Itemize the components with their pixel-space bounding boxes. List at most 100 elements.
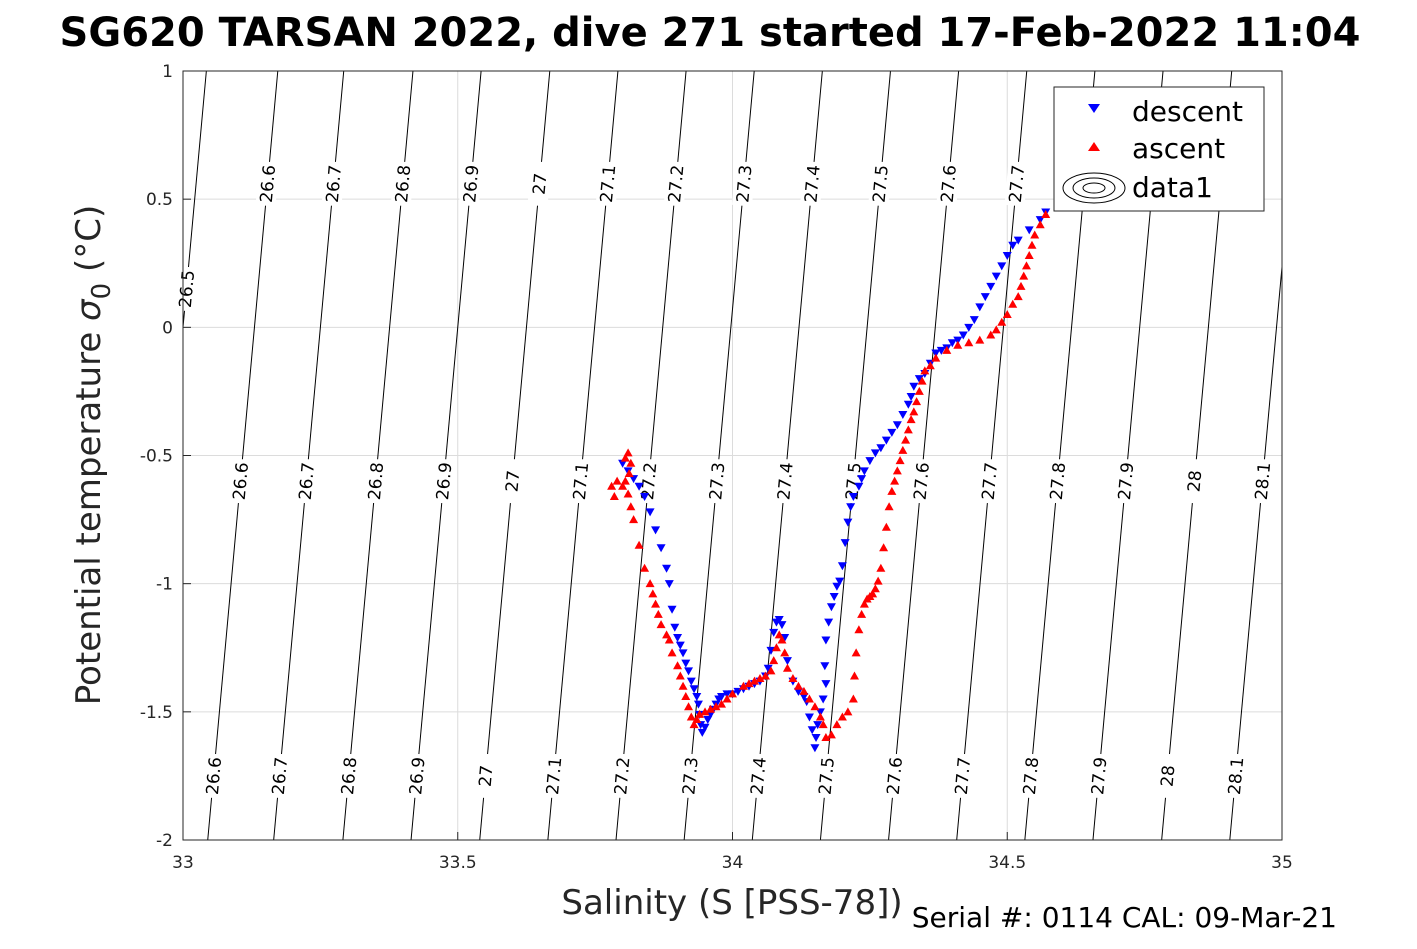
ascent-point (782, 663, 792, 672)
contour-label-text: 27.9 (1088, 756, 1111, 796)
contour-label-top: 26.9 (458, 160, 484, 207)
descent-point (837, 562, 847, 571)
contour-label-bg (390, 160, 415, 207)
chart-title: SG620 TARSAN 2022, dive 271 started 17-F… (60, 10, 1361, 56)
descent-point (692, 692, 702, 701)
ascent-point (777, 635, 787, 644)
ascent-point (653, 609, 663, 618)
contour-label-mid: 27.8 (1045, 458, 1070, 504)
descent-point (645, 508, 655, 517)
ascent-point (692, 715, 702, 724)
descent-point (848, 493, 858, 502)
ascent-point (986, 330, 996, 339)
descent-point (714, 695, 724, 704)
contour-label-bottom: 26.9 (404, 753, 430, 799)
ascent-point (728, 689, 737, 698)
ascent-point (1027, 240, 1037, 249)
contour-label-bg (541, 753, 566, 799)
contour-label-text: 27.6 (938, 164, 961, 204)
descent-point (821, 680, 831, 689)
ascent-point (975, 335, 985, 344)
descent-point (815, 708, 825, 717)
descent-point (964, 323, 974, 332)
contour-label-bg (882, 753, 907, 799)
contour-label-bg (1018, 753, 1043, 799)
contour-label-bg (404, 753, 429, 799)
legend-box (1053, 86, 1265, 212)
contour-label-bottom: 27.1 (541, 753, 566, 799)
contour-label-bg (936, 160, 961, 207)
ascent-point (909, 407, 919, 416)
x-tick-label: 33.5 (439, 853, 477, 873)
descent-point (675, 641, 685, 650)
contour-label-top: 27.6 (936, 160, 961, 207)
contour-label-top: 27.3 (731, 160, 757, 207)
x-tick-label: 35 (1271, 853, 1293, 873)
contour-label-text: 26.9 (406, 756, 429, 796)
ascent-point (898, 445, 908, 454)
contour-label-text: 27.7 (1006, 164, 1029, 204)
contour-label-bg (977, 458, 1002, 504)
contour-label-text: 27.2 (638, 461, 661, 501)
descent-point (703, 716, 713, 725)
descent-point (931, 349, 941, 358)
descent-point (909, 382, 919, 391)
ascent-point (818, 720, 828, 729)
descent-point (777, 621, 787, 630)
ascent-point (634, 540, 644, 549)
y-tick-label: 0 (162, 318, 173, 338)
contour-label-mid: 27 (500, 458, 525, 504)
contour-label-text: 28.1 (1252, 461, 1275, 501)
descent-point (664, 580, 674, 589)
contour-label-text: 27.4 (801, 164, 824, 204)
ascent-point (678, 681, 688, 690)
descent-point (782, 657, 792, 666)
ascent-point (684, 702, 694, 711)
y-axis-title-unit: (°C) (69, 205, 109, 283)
ascent-point (873, 576, 883, 585)
descent-point (673, 633, 683, 642)
contour-label-bg (609, 753, 634, 799)
descent-point (640, 493, 650, 502)
descent-point (1008, 241, 1018, 250)
contour-label-bg (363, 458, 388, 504)
contour-label-text: 26.7 (269, 756, 292, 796)
serial-cal-footer: Serial #: 0114 CAL: 09-Mar-21 (912, 901, 1337, 934)
contour-label-bg (500, 458, 525, 504)
descent-point (997, 262, 1007, 271)
ascent-point (901, 435, 911, 444)
ascent-point (931, 353, 941, 362)
contour-label-text: 26.8 (392, 164, 415, 204)
contour-label-top: 27.2 (663, 160, 688, 207)
descent-point (763, 664, 773, 673)
contour-label-bg (800, 160, 825, 207)
descent-point (618, 459, 628, 468)
descent-point (936, 346, 946, 355)
ascent-point (925, 361, 935, 370)
contour-label-text: 27.4 (747, 756, 770, 796)
descent-point (870, 449, 880, 458)
contour-label-mid: 28.1 (1250, 458, 1275, 504)
contour-label-bg (814, 753, 839, 799)
ascent-point (695, 709, 705, 718)
descent-point (706, 710, 716, 719)
contour-label-text: 27.4 (774, 461, 797, 501)
contour-label-text: 28.1 (1225, 756, 1248, 796)
ascent-point (887, 486, 897, 495)
ascent-point (964, 338, 974, 347)
contour-label-bg (174, 266, 199, 312)
contour-label-bg (950, 753, 975, 799)
descent-point (629, 475, 639, 484)
contour-label-bg (1182, 458, 1207, 504)
contour-label-bottom: 26.6 (201, 753, 226, 799)
ascent-point (862, 594, 872, 603)
descent-point (1013, 236, 1023, 245)
descent-point (670, 623, 680, 632)
contour-label-bg (731, 160, 756, 207)
ascent-point (906, 415, 916, 424)
ascent-point (675, 671, 685, 680)
ascent-point (914, 386, 924, 395)
contour-label-mid: 26.9 (431, 458, 456, 504)
contour-label-bg (201, 753, 226, 799)
ascent-point (738, 681, 748, 690)
